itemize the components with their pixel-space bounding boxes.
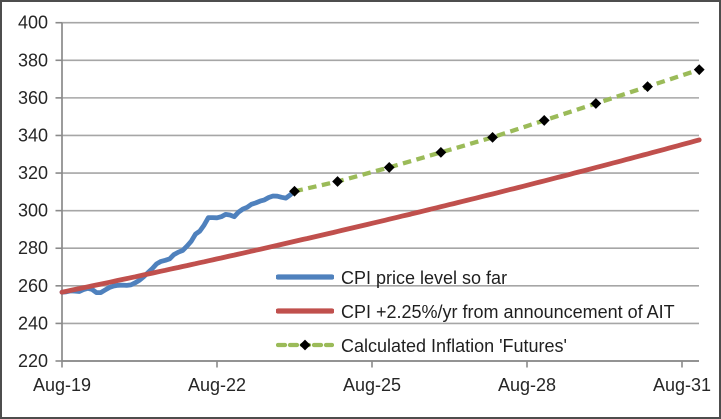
legend-label-cpi-trend: CPI +2.25%/yr from announcement of AIT (341, 301, 675, 322)
futures-diamond-marker (435, 146, 447, 158)
legend-item-inflation-futures: Calculated Inflation 'Futures' (276, 328, 675, 362)
futures-diamond-marker (383, 162, 395, 173)
x-axis-label: Aug-31 (653, 375, 711, 395)
x-axis-label: Aug-22 (188, 375, 246, 395)
y-axis-label: 320 (18, 163, 48, 183)
y-axis-label: 280 (18, 238, 48, 258)
y-axis-label: 360 (18, 88, 48, 108)
legend-label-cpi-actual: CPI price level so far (341, 267, 508, 288)
futures-diamond-marker (538, 115, 550, 126)
legend-swatch-solid-line (276, 274, 334, 280)
legend-swatch-solid-line (276, 308, 334, 314)
series-cpi-actual-line (59, 188, 297, 296)
y-axis-label: 240 (18, 313, 48, 333)
chart-legend: CPI price level so far CPI +2.25%/yr fro… (276, 260, 675, 362)
y-axis-label: 220 (18, 351, 48, 371)
legend-item-cpi-actual: CPI price level so far (276, 260, 675, 294)
y-axis-label: 400 (18, 13, 48, 33)
futures-diamond-marker (332, 176, 343, 187)
futures-diamond-marker (289, 185, 300, 197)
futures-diamond-marker (487, 131, 498, 143)
legend-swatch-dashed-diamond-line (276, 339, 334, 351)
x-axis-label: Aug-19 (33, 375, 91, 395)
legend-label-inflation-futures: Calculated Inflation 'Futures' (341, 335, 567, 356)
futures-diamond-marker (642, 81, 653, 93)
x-axis-label: Aug-28 (498, 375, 556, 395)
futures-diamond-marker (693, 64, 705, 76)
y-axis-label: 340 (18, 125, 48, 145)
legend-diamond-marker (299, 339, 311, 351)
y-axis-label: 300 (18, 201, 48, 221)
legend-item-cpi-trend: CPI +2.25%/yr from announcement of AIT (276, 294, 675, 328)
futures-diamond-marker (590, 98, 602, 109)
x-axis-label: Aug-25 (343, 375, 401, 395)
series-cpi-trend-line (59, 137, 702, 295)
series-futures-dashed-line (294, 67, 700, 194)
y-axis-label: 380 (18, 50, 48, 70)
y-axis-label: 260 (18, 276, 48, 296)
